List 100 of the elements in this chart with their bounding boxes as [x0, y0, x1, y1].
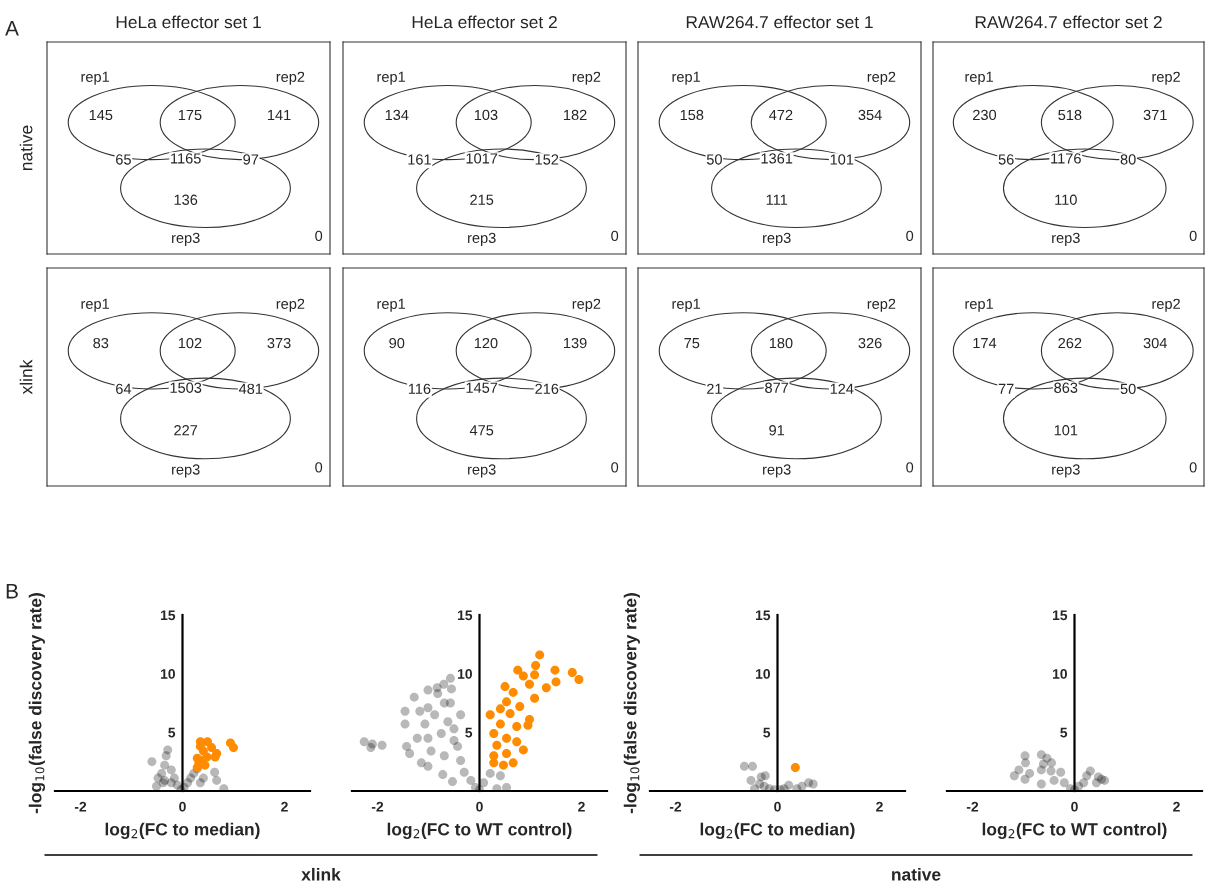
text: 863 — [1054, 382, 1078, 393]
text: 1017 — [466, 153, 498, 164]
text: 110 — [1055, 194, 1077, 205]
text: 124 — [830, 383, 854, 394]
x-axis-title: log$_{2}$(FC to WT control) — [387, 822, 572, 839]
text: 0 — [315, 230, 323, 241]
text: 141 — [268, 109, 291, 120]
text: 145 — [89, 109, 113, 121]
x-tick-label: -2 — [966, 801, 979, 812]
text: xlink — [301, 867, 341, 881]
text: rep3 — [172, 464, 200, 478]
text: rep2 — [1152, 71, 1180, 85]
text: 472 — [769, 109, 793, 120]
y-tick-label: 5 — [465, 727, 473, 738]
y-tick-label: 5 — [1060, 727, 1068, 738]
x-axis-title: log$_{2}$(FC to WT control) — [982, 822, 1167, 839]
text: 91 — [769, 425, 785, 436]
text: 56 — [998, 154, 1014, 165]
x-tick-label: -2 — [669, 801, 682, 812]
text: 116 — [408, 383, 431, 394]
text: HeLa effector set 1 — [116, 15, 261, 29]
text: rep2 — [276, 298, 305, 312]
x-tick-label: 0 — [774, 801, 781, 812]
text: 97 — [243, 154, 259, 165]
text: 80 — [1120, 154, 1136, 165]
y-tick-label: 10 — [755, 669, 770, 679]
text: rep1 — [81, 298, 109, 312]
text: 21 — [707, 383, 722, 394]
text: 475 — [469, 425, 494, 436]
x-tick-label: 0 — [476, 801, 483, 812]
text: 77 — [998, 383, 1014, 394]
text: 0 — [906, 230, 914, 241]
text: 111 — [766, 194, 788, 205]
text: 102 — [178, 337, 202, 349]
text: 0 — [1189, 462, 1197, 473]
text: 161 — [408, 154, 431, 165]
text: 230 — [973, 109, 997, 121]
text: rep1 — [377, 298, 405, 312]
text: 152 — [535, 154, 559, 165]
text: 90 — [389, 337, 405, 349]
text: 0 — [906, 462, 914, 473]
text: rep1 — [965, 298, 993, 312]
text: rep3 — [468, 232, 496, 246]
y-tick-label: 15 — [755, 610, 771, 621]
text: 182 — [564, 109, 587, 121]
text: 101 — [830, 154, 854, 165]
text: rep1 — [377, 71, 405, 85]
text: 120 — [474, 337, 498, 349]
text: 0 — [1189, 230, 1197, 241]
y-tick-label: 5 — [763, 727, 771, 738]
text: RAW264.7 effector set 2 — [975, 15, 1162, 29]
x-axis-title: log$_{2}$(FC to median) — [700, 822, 855, 839]
text: rep2 — [867, 298, 896, 312]
x-tick-label: 0 — [179, 801, 186, 812]
text: rep1 — [81, 71, 109, 85]
text: 65 — [116, 154, 131, 165]
text: 158 — [680, 109, 704, 121]
text: RAW264.7 effector set 1 — [686, 15, 873, 29]
text: rep3 — [763, 464, 791, 478]
x-tick-label: 2 — [281, 801, 288, 812]
text: 103 — [474, 109, 498, 121]
text: 518 — [1058, 109, 1082, 121]
text: native — [19, 125, 33, 171]
text: 373 — [267, 337, 291, 349]
text: 50 — [1120, 383, 1136, 394]
x-tick-label: -2 — [371, 801, 384, 812]
x-tick-label: 2 — [578, 801, 585, 812]
text: 50 — [706, 154, 722, 165]
text: 216 — [535, 383, 559, 394]
text: rep2 — [572, 71, 601, 85]
text: 139 — [564, 337, 587, 349]
text: rep3 — [1052, 232, 1080, 246]
text: rep1 — [965, 71, 993, 85]
text: 83 — [93, 337, 109, 349]
y-tick-label: 10 — [457, 669, 472, 679]
y-tick-label: 10 — [1052, 669, 1067, 679]
text: HeLa effector set 2 — [412, 15, 557, 29]
text: rep2 — [867, 71, 896, 85]
y-tick-label: 15 — [160, 610, 176, 621]
y-tick-label: 10 — [160, 669, 175, 679]
text: rep2 — [276, 71, 305, 85]
text: rep1 — [672, 298, 700, 312]
text: rep3 — [172, 232, 200, 246]
text: xlink — [19, 359, 33, 395]
text: 0 — [315, 462, 323, 473]
text: 75 — [684, 338, 700, 349]
text: rep2 — [572, 298, 601, 312]
text: 262 — [1058, 337, 1082, 349]
text: 64 — [116, 383, 132, 394]
text: B — [6, 584, 18, 599]
text: native — [892, 867, 941, 881]
text: 371 — [1143, 109, 1167, 121]
text: 136 — [174, 194, 198, 205]
x-tick-label: 2 — [1173, 801, 1180, 812]
text: 354 — [858, 109, 882, 121]
y-tick-label: 15 — [457, 610, 473, 621]
text: rep1 — [672, 71, 700, 85]
text: 304 — [1143, 337, 1167, 349]
x-axis-title: log$_{2}$(FC to median) — [105, 822, 260, 839]
text: 326 — [858, 337, 882, 349]
